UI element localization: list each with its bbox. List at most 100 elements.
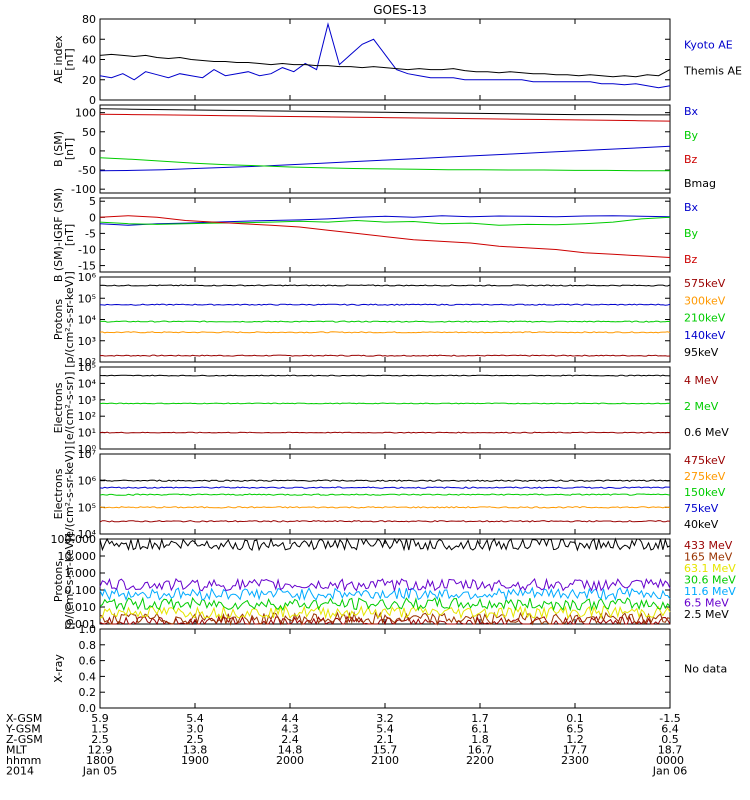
legend-entry: Themis AE	[683, 65, 742, 78]
y-axis-unit: [nT]	[63, 138, 76, 160]
series-line-4-mev	[99, 431, 671, 434]
legend-entry: 300keV	[684, 294, 726, 307]
x-axis-value: 1.2	[566, 733, 584, 746]
series-line-bz	[99, 113, 671, 122]
legend-entry: 275keV	[684, 470, 726, 483]
y-tick-label: 10.000	[58, 550, 97, 563]
legend-entry: 11.6 MeV	[684, 585, 736, 598]
x-axis-row-label: 2014	[6, 765, 34, 778]
x-axis-value: 3.0	[186, 723, 204, 736]
y-tick-label: -5	[85, 227, 96, 240]
y-tick-label: 0	[89, 145, 96, 158]
x-axis-value: 13.8	[183, 744, 208, 757]
series-line-6.5-mev	[99, 577, 671, 593]
x-axis-value: 3.2	[376, 712, 394, 725]
x-axis-value: Jan 06	[652, 765, 687, 778]
panel-7: 0.001 0.010 0.100 1.000 10.000 100.000 Protons…	[51, 533, 737, 631]
series-line-575kev	[99, 354, 671, 357]
y-tick-label: 10⁴	[78, 314, 97, 327]
x-axis-value: 1.8	[471, 733, 489, 746]
y-tick-label: 10⁶	[78, 271, 97, 284]
legend-entry: 63.1 MeV	[684, 562, 736, 575]
series-line-bx	[99, 215, 671, 226]
legend-entry: Bmag	[684, 177, 716, 190]
x-axis-value: 5.4	[186, 712, 204, 725]
legend-entry: Bz	[684, 253, 698, 266]
series-line-165-mev	[99, 611, 671, 626]
y-tick-label: 0.010	[65, 601, 97, 614]
y-axis-label: X-ray	[52, 654, 65, 683]
legend-entry: 575keV	[684, 277, 726, 290]
series-line-95kev	[99, 284, 671, 287]
y-tick-label: 10²	[78, 410, 96, 423]
x-axis-value: 1.5	[91, 723, 109, 736]
legend-entry: Kyoto AE	[684, 39, 733, 52]
x-axis-value: 1800	[86, 754, 114, 767]
x-axis-row-label: X-GSM	[6, 712, 42, 725]
x-axis-table: X-GSMY-GSMZ-GSMMLThhmm20145.91.52.512.91…	[5, 712, 687, 778]
y-tick-label: 0.0	[79, 702, 97, 715]
panel-frame	[99, 366, 671, 450]
y-tick-label: 10⁶	[78, 475, 97, 488]
panel-1: 0 20 40 60 80 AE index[nT] Kyoto AE Themis AE	[52, 13, 742, 107]
legend-entry: 140keV	[684, 329, 726, 342]
series-line-475kev	[99, 520, 671, 523]
x-axis-value: 2.4	[281, 733, 299, 746]
y-tick-label: 0	[89, 94, 96, 107]
panel-2: -100 -50 0 50 100 B (SM)[nT] Bx By Bz Bmag	[52, 104, 716, 196]
series-line-75kev	[99, 486, 670, 489]
y-tick-label: 0.100	[65, 584, 97, 597]
y-tick-label: 100.000	[51, 533, 97, 546]
series-line-433-mev	[99, 615, 671, 626]
x-axis-value: 6.5	[566, 723, 584, 736]
legend-entry: By	[684, 129, 699, 142]
legend-entry: 2.5 MeV	[684, 608, 729, 621]
x-axis-value: 2.1	[376, 733, 394, 746]
x-axis-value: 5.4	[376, 723, 394, 736]
y-tick-label: 40	[82, 54, 96, 67]
panel-4: 10² 10³ 10⁴ 10⁵ 10⁶ Protons[p/(cm²-s-sr-keV)]…	[52, 271, 726, 369]
series-line-30.6-mev	[99, 596, 671, 612]
series-line-11.6-mev	[99, 586, 671, 602]
series-line-by	[99, 216, 671, 226]
x-axis-row-label: hhmm	[6, 754, 41, 767]
series-line-by	[99, 157, 670, 172]
legend-entry: Bz	[684, 153, 698, 166]
y-tick-label: 0.2	[79, 686, 97, 699]
y-axis-label: B (SM)	[52, 131, 65, 167]
y-tick-label: 10²	[78, 356, 96, 369]
y-tick-label: 0.001	[65, 618, 97, 631]
x-axis-value: 4.4	[281, 712, 299, 725]
y-tick-label: 80	[82, 13, 96, 26]
legend-entry: By	[684, 227, 699, 240]
legend-entry: 165 MeV	[684, 551, 733, 564]
x-axis-value: 0.5	[661, 733, 679, 746]
series-line-40kev	[99, 479, 671, 482]
panel-frame	[99, 628, 671, 709]
x-axis-row-label: Y-GSM	[5, 723, 41, 736]
panel-frame	[99, 276, 671, 363]
y-axis-label: Electrons	[52, 468, 65, 519]
y-tick-label: 10¹	[78, 427, 96, 440]
legend-entry: 95keV	[684, 346, 719, 359]
legend-entry: 0.6 MeV	[684, 426, 729, 439]
panel-3: -15 -10 -5 0 5 B (SM)-IGRF (SM)[nT] Bx By Bz	[52, 188, 699, 282]
y-tick-label: 0.4	[79, 670, 97, 683]
y-axis-label: Protons	[52, 561, 65, 602]
x-axis-value: 1900	[181, 754, 209, 767]
legend-entry: Bx	[684, 105, 699, 118]
series-line-themis-ae	[99, 53, 671, 78]
x-axis-value: 16.7	[468, 744, 493, 757]
x-axis-value: 2300	[561, 754, 589, 767]
y-axis-label: AE index	[52, 35, 65, 84]
y-axis-label: B (SM)-IGRF (SM)	[52, 188, 65, 282]
legend-entry: 4 MeV	[684, 374, 719, 387]
y-tick-label: 5	[89, 195, 96, 208]
y-tick-label: 1.0	[79, 623, 97, 636]
x-axis-value: 2200	[466, 754, 494, 767]
y-axis-unit: [e/(cm²-s-sr-keV)]	[63, 446, 76, 542]
x-axis-value: 1.7	[471, 712, 489, 725]
series-line-210kev	[99, 320, 671, 323]
